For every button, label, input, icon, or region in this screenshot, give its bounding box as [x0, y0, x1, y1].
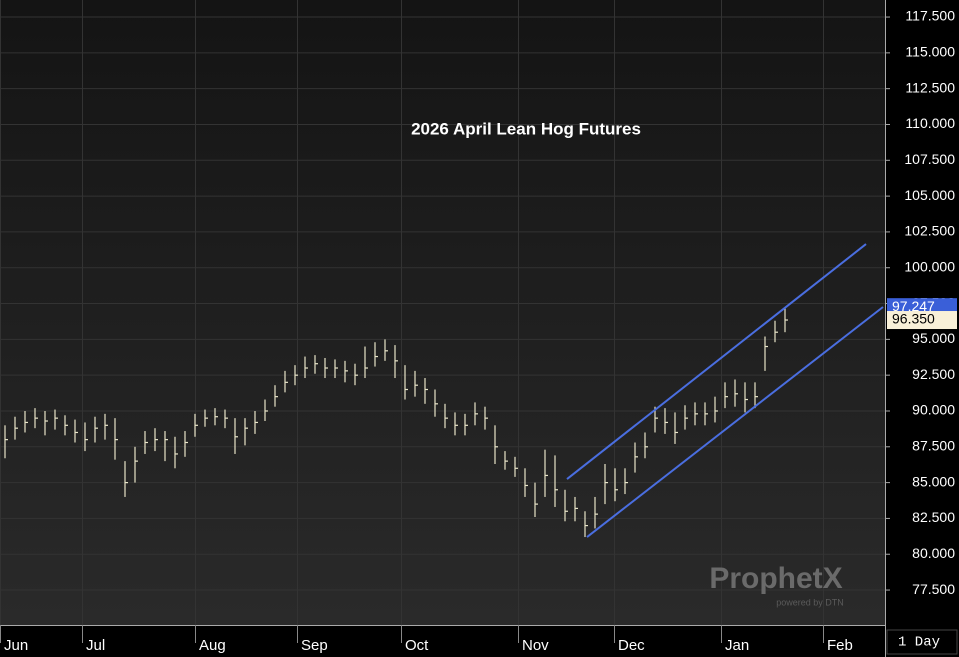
y-tick-label: 85.000 — [912, 473, 955, 489]
x-tick-label: Aug — [199, 637, 226, 654]
y-tick-label: 100.000 — [904, 258, 955, 274]
y-tick-label: 77.500 — [912, 581, 955, 597]
watermark: ProphetX — [709, 562, 842, 595]
y-tick-label: 102.500 — [904, 223, 955, 239]
x-tick-label: Feb — [827, 637, 853, 654]
trend-line — [566, 243, 867, 480]
x-tick-label: Jul — [86, 637, 105, 654]
price-label-box — [887, 311, 957, 330]
trend-line — [586, 306, 884, 538]
y-tick-label: 87.500 — [912, 438, 955, 454]
y-tick-label: 95.000 — [912, 330, 955, 346]
price-label: 96.350 — [892, 311, 935, 327]
interval-label[interactable]: 1 Day — [898, 635, 940, 651]
x-tick-label: Dec — [618, 637, 645, 654]
x-tick-label: Jan — [725, 637, 749, 654]
y-tick-label: 110.000 — [905, 115, 955, 131]
y-tick-label: 115.000 — [905, 44, 955, 60]
y-tick-label: 117.500 — [905, 8, 955, 24]
y-tick-label: 82.500 — [912, 509, 955, 525]
y-tick-label: 105.000 — [904, 187, 955, 203]
chart-title: 2026 April Lean Hog Futures — [411, 119, 641, 138]
watermark-sub: powered by DTN — [776, 597, 844, 607]
y-tick-label: 80.000 — [912, 545, 955, 561]
x-tick-label: Jun — [4, 637, 28, 654]
price-label: 97.247 — [892, 298, 935, 314]
y-tick-label: 107.500 — [904, 151, 955, 167]
x-tick-label: Nov — [522, 637, 549, 654]
x-tick-label: Oct — [405, 637, 429, 654]
x-tick-label: Sep — [301, 637, 328, 654]
interval-box[interactable] — [886, 629, 958, 655]
time-axis-panel — [0, 625, 885, 657]
y-tick-label: 112.500 — [905, 79, 955, 95]
plot-background — [0, 0, 885, 625]
y-tick-label: 92.500 — [912, 366, 955, 382]
y-tick-label: 90.000 — [912, 402, 955, 418]
